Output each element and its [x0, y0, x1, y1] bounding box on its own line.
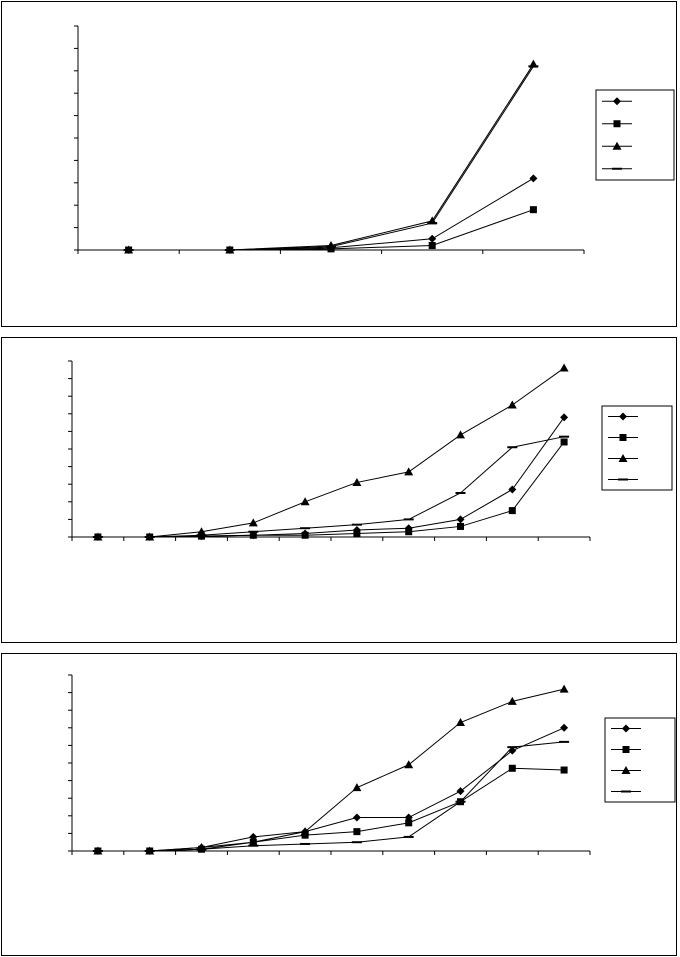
- legend-box: [601, 405, 673, 491]
- data-point-diamond: [456, 787, 465, 796]
- legend-marker-triangle: [612, 141, 622, 150]
- data-point-diamond: [560, 723, 569, 732]
- legend: [604, 717, 676, 803]
- legend-marker-square: [622, 746, 630, 753]
- data-point-square: [405, 528, 413, 536]
- legend-marker-triangle: [621, 766, 631, 774]
- series-4-dash: [92, 435, 570, 538]
- data-point-diamond: [508, 485, 517, 494]
- data-point-triangle: [300, 497, 310, 506]
- line-chart-1: [74, 25, 675, 254]
- series-line: [97, 727, 565, 852]
- data-point-diamond: [404, 524, 413, 533]
- data-point-square: [301, 831, 309, 839]
- data-point-square: [560, 766, 568, 774]
- data-point-triangle: [559, 363, 569, 372]
- data-point-square: [428, 242, 436, 250]
- data-point-square: [529, 206, 537, 214]
- legend-marker-diamond: [619, 412, 627, 421]
- data-point-diamond: [529, 174, 538, 183]
- data-point-triangle: [507, 400, 517, 409]
- data-point-square: [508, 507, 516, 515]
- data-point-square: [249, 531, 257, 539]
- data-point-triangle: [404, 467, 414, 476]
- line-chart-3: [68, 674, 676, 855]
- legend-marker-diamond: [622, 724, 630, 733]
- data-point-diamond: [456, 515, 465, 524]
- data-point-triangle: [404, 760, 414, 769]
- chart-panel-1: [1, 1, 677, 327]
- series-line: [97, 436, 565, 538]
- data-point-triangle: [300, 827, 310, 836]
- data-point-triangle: [352, 783, 362, 792]
- legend-marker-diamond: [613, 97, 621, 106]
- data-point-square: [353, 828, 361, 836]
- chart-panel-3: [1, 653, 677, 956]
- legend-box: [595, 89, 675, 181]
- series-3-triangle: [93, 363, 569, 541]
- series-1-diamond: [93, 723, 569, 855]
- series-line: [128, 177, 534, 251]
- data-point-triangle: [248, 518, 258, 527]
- data-point-square: [405, 819, 413, 827]
- line-chart-2: [68, 360, 673, 541]
- legend-marker-square: [613, 120, 621, 128]
- data-point-triangle: [507, 696, 517, 705]
- data-point-triangle: [352, 477, 362, 486]
- series-line: [97, 741, 565, 852]
- series-2-square: [94, 438, 568, 541]
- legend: [601, 405, 673, 491]
- data-point-diamond: [508, 746, 517, 755]
- data-point-square: [301, 531, 309, 539]
- data-point-square: [457, 522, 464, 530]
- series-4-dash: [92, 740, 570, 852]
- data-point-diamond: [352, 813, 361, 822]
- chart-panel-2: [1, 337, 677, 643]
- data-point-triangle: [456, 718, 465, 727]
- data-point-triangle: [248, 837, 258, 846]
- series-1-diamond: [93, 413, 569, 541]
- series-3-triangle: [93, 684, 569, 855]
- legend-box: [604, 717, 676, 803]
- series-line: [97, 417, 565, 538]
- data-point-diamond: [428, 234, 437, 243]
- series-4-dash: [123, 65, 539, 251]
- legend-marker-triangle: [618, 454, 628, 462]
- legend: [595, 89, 675, 181]
- series-line: [128, 63, 534, 251]
- data-point-triangle: [559, 684, 569, 693]
- legend-marker-square: [619, 434, 627, 441]
- series-line: [97, 367, 565, 538]
- series-3-triangle: [124, 59, 538, 254]
- data-point-square: [353, 529, 361, 537]
- data-point-square: [508, 764, 516, 772]
- data-point-square: [560, 438, 568, 446]
- data-point-triangle: [456, 430, 465, 439]
- series-line: [97, 688, 565, 852]
- data-point-triangle: [197, 527, 206, 536]
- data-point-diamond: [352, 525, 361, 534]
- data-point-diamond: [560, 413, 569, 422]
- series-line: [97, 441, 565, 538]
